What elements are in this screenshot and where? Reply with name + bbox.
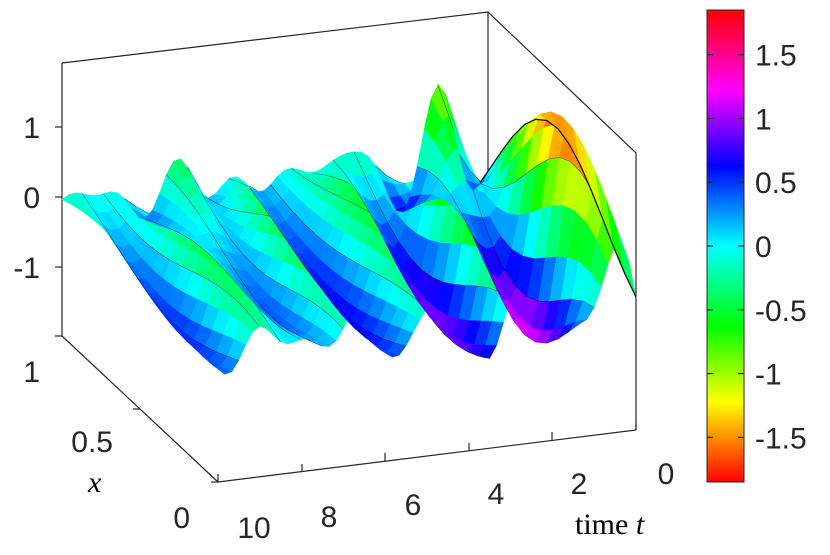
colorbar-tick-label: 0 [755,231,772,264]
t-tick-label: 4 [488,478,505,511]
colorbar-tick-label: -1 [755,359,782,392]
colorbar: 1.5 1 0.5 0 -0.5 -1 -1.5 [706,9,807,483]
z-tick-label: -1 [13,252,40,285]
t-tick-label: 6 [405,489,422,522]
z-tick-label: 0 [23,182,40,215]
t-tick-label: 0 [658,458,675,491]
colorbar-tick-label: -0.5 [755,295,807,328]
contour-line [479,118,637,298]
x-axis-label: x [87,466,102,499]
z-tick-label: 1 [23,112,40,145]
colorbar-tick-label: 1.5 [755,40,797,73]
t-axis-label-var: t [636,508,645,541]
colorbar-tick-label: -1.5 [755,422,807,455]
x-axis: 1 0.5 0 x [23,335,218,535]
colorbar-gradient [706,9,745,483]
t-axis-label-text: time [575,508,628,541]
colorbar-tick-label: 0.5 [755,167,797,200]
x-tick-label: 1 [23,356,40,389]
colorbar-tick-label: 1 [755,103,772,136]
t-axis: 10 8 6 4 2 0 time t [217,422,675,545]
surface [61,83,637,375]
axes-box [61,11,637,483]
t-tick-label: 8 [321,501,338,534]
x-tick-label: 0.5 [71,426,113,459]
t-tick-label: 10 [237,512,270,545]
t-tick-label: 2 [571,468,588,501]
z-axis: 1 0 -1 [13,112,62,285]
t-axis-label: time t [575,508,645,541]
x-tick-label: 0 [173,502,190,535]
